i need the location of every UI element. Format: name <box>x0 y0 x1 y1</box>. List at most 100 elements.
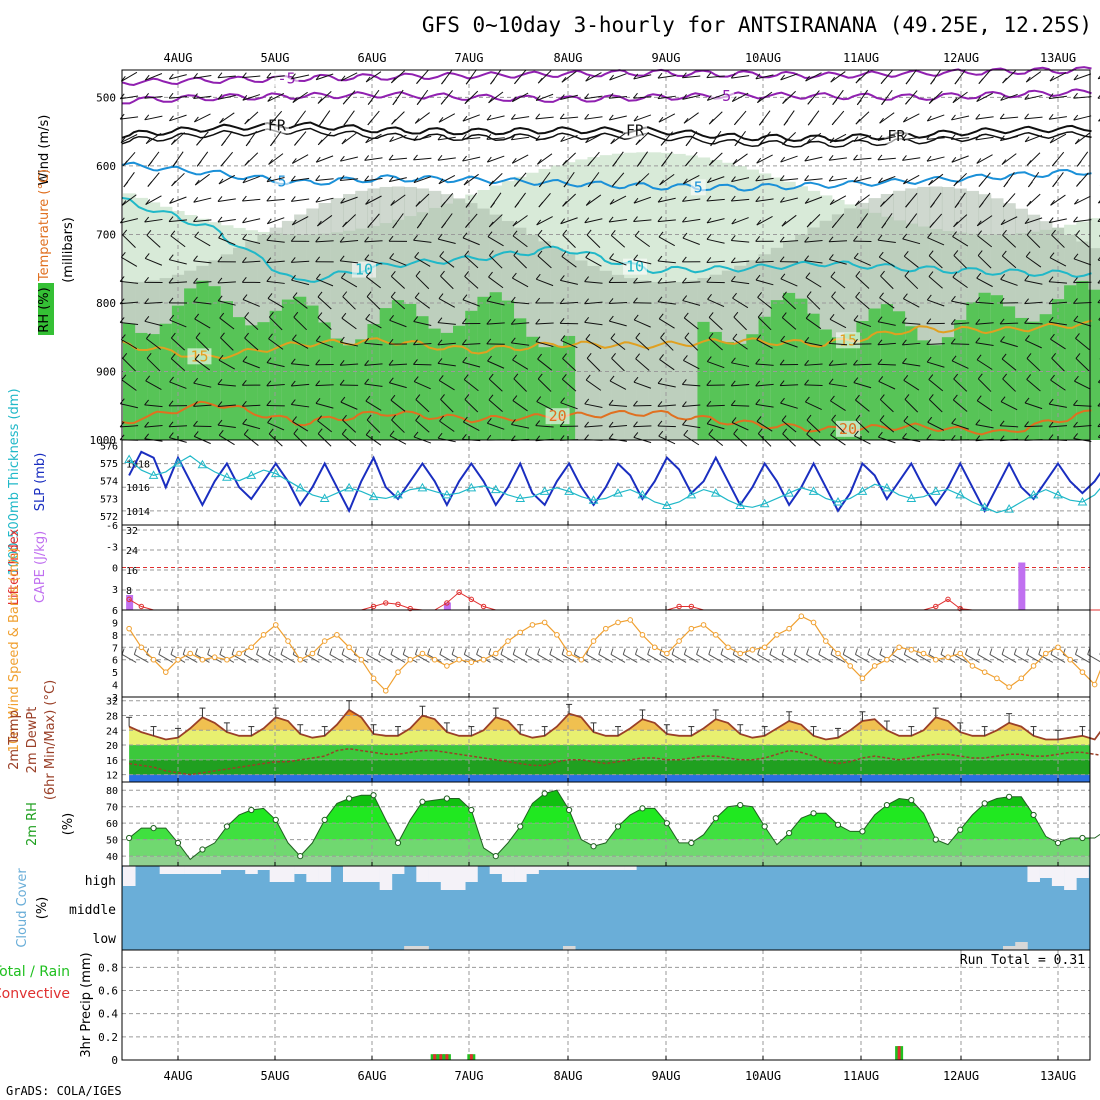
wind-barb <box>486 300 505 306</box>
rh-shade-green <box>391 300 405 440</box>
wind-barb-flag <box>683 117 689 124</box>
wind-tick: 3 <box>112 693 118 704</box>
wind-barb-flag <box>513 373 519 380</box>
cloud-high-bar <box>379 866 393 890</box>
wind-barb-flag <box>978 202 984 208</box>
wind-barb <box>877 136 896 141</box>
wind-barb <box>635 358 650 371</box>
li-marker <box>945 596 951 603</box>
wind-barb-flag <box>1002 229 1007 236</box>
rh-tick: 60 <box>106 819 118 830</box>
wind-barb <box>755 177 774 182</box>
wind-barb-10m <box>867 654 882 663</box>
wind-barb-flag <box>928 271 934 277</box>
wind-speed-marker <box>615 619 621 626</box>
wind-barb <box>389 319 407 328</box>
contour-label-bg <box>710 87 735 104</box>
wind-barb-flag <box>976 354 982 361</box>
thickness-marker <box>808 486 819 495</box>
wind-barb <box>585 257 602 267</box>
wind-speed-marker <box>1055 644 1061 651</box>
thickness-marker <box>197 459 208 469</box>
wind-barb <box>952 276 968 289</box>
wind-barb <box>219 317 235 330</box>
precip-conv-bar <box>433 1054 437 1060</box>
wind-barb <box>877 239 896 243</box>
wind-barb-flag <box>1048 113 1054 120</box>
wind-barb <box>292 91 308 103</box>
wind-barb-flag <box>757 292 762 298</box>
wind-barb-flag <box>1049 137 1055 144</box>
wind-barb <box>610 132 626 145</box>
wind-barb <box>414 381 431 390</box>
wind-speed-marker <box>431 656 438 663</box>
wind-barb <box>878 380 896 390</box>
wind-barb-flag <box>999 135 1005 141</box>
wind-barb-flag <box>168 277 174 284</box>
wind-barb-flag <box>242 217 247 224</box>
wind-tick: 4 <box>112 681 118 692</box>
wind-barb-flag <box>660 140 666 146</box>
wind-barb-flag <box>902 233 908 240</box>
cloud-high-bar <box>318 866 332 882</box>
wind-barb <box>389 177 407 183</box>
wind-barb-flag <box>217 93 223 100</box>
wind-speed-marker <box>908 646 915 653</box>
wind-barb <box>828 240 848 243</box>
wind-barb <box>682 218 701 223</box>
wind-barb <box>1000 216 1018 226</box>
wind-barb-flag <box>930 202 935 208</box>
rh-shade-green <box>758 316 772 440</box>
wind-barb-flag <box>1002 201 1008 208</box>
wind-barb <box>242 198 261 202</box>
wind-barb <box>853 177 872 183</box>
wind-barb-flag <box>903 375 909 381</box>
wind-barb-flag <box>512 220 518 227</box>
wind-barb-10m <box>1014 654 1029 663</box>
wind-barb-flag <box>414 292 420 298</box>
wind-speed-marker <box>1006 684 1012 690</box>
wind-speed-marker <box>1042 650 1049 657</box>
wind-barb-flag <box>146 353 152 359</box>
thickness-marker <box>246 470 257 479</box>
wind-barb-flag <box>169 115 174 122</box>
wind-barb <box>804 363 823 366</box>
wind-barb <box>706 75 725 79</box>
wind-barb <box>267 92 285 102</box>
wind-barb <box>364 383 383 387</box>
rh-shade-green <box>306 305 320 440</box>
wind-barb <box>244 337 259 351</box>
thickness-marker <box>613 488 623 497</box>
wind-barb-flag <box>511 419 516 425</box>
wind-barb-flag <box>342 221 347 228</box>
wind-barb <box>880 275 894 290</box>
wind-barb <box>830 71 846 83</box>
wind-barb-flag <box>708 332 714 339</box>
wind-barb-flag <box>168 400 174 407</box>
wind-barb <box>683 175 700 185</box>
wind-barb-flag <box>193 255 198 262</box>
wind-barb-flag <box>266 72 272 79</box>
wind-barb <box>853 382 872 389</box>
thickness-marker <box>784 488 794 497</box>
wind-barb <box>364 177 383 182</box>
cloud-high-bar <box>123 866 136 886</box>
wind-barb <box>756 421 773 432</box>
wind-barb <box>1000 93 1018 101</box>
wind-barb-flag <box>905 222 911 229</box>
wind-barb <box>585 194 602 206</box>
wind-barb-flag <box>170 332 176 339</box>
wind-barb-flag <box>217 379 223 385</box>
wind-barb <box>267 422 285 431</box>
wind-barb <box>144 218 163 223</box>
contour-label: FR <box>887 127 906 145</box>
wind-barb-flag <box>439 415 444 422</box>
wind-barb-10m-flag <box>219 648 223 655</box>
wind-barb-flag <box>608 92 614 99</box>
wind-speed-marker <box>150 656 157 663</box>
wind-barb-flag <box>193 296 198 303</box>
wind-barb-flag <box>633 92 638 99</box>
wind-barb-flag <box>437 317 443 323</box>
wind-barb <box>707 361 725 369</box>
